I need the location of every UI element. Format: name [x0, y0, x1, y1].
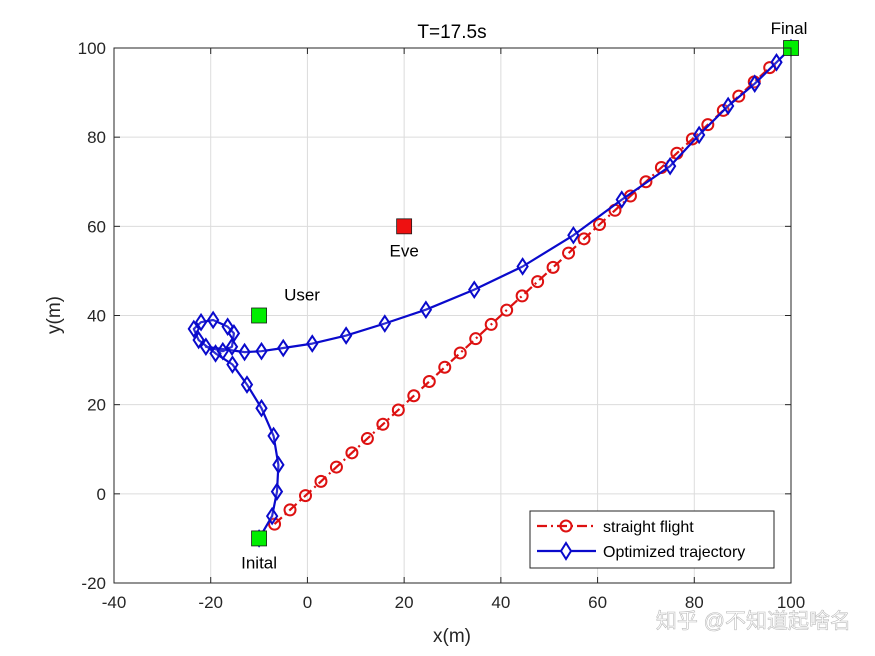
data-point-optimized — [255, 398, 268, 418]
data-point-optimized — [721, 96, 735, 116]
data-point-optimized — [468, 280, 481, 299]
data-point-straight — [562, 246, 576, 260]
data-point-straight — [531, 275, 545, 289]
x-tick-label: 40 — [491, 593, 510, 612]
y-tick-label: 80 — [87, 128, 106, 147]
data-point-straight — [639, 175, 653, 189]
data-point-optimized — [199, 337, 213, 357]
data-point-straight — [546, 260, 560, 274]
data-point-straight — [283, 503, 297, 517]
data-point-straight — [438, 360, 452, 374]
data-point-optimized — [206, 310, 220, 330]
y-axis-label: y(m) — [44, 296, 65, 334]
data-point-optimized — [187, 319, 200, 339]
data-point-straight — [593, 218, 607, 232]
series-line-0 — [273, 66, 771, 525]
data-point-straight — [422, 374, 436, 388]
data-point-straight — [732, 89, 746, 103]
data-point-optimized — [663, 156, 677, 176]
data-point-optimized — [255, 341, 268, 361]
legend-marker-optimized — [559, 541, 573, 561]
data-point-straight — [329, 460, 343, 474]
data-point-optimized — [267, 426, 280, 446]
data-point-straight — [376, 417, 390, 431]
data-point-optimized — [265, 506, 279, 526]
point-label-eve: Eve — [389, 241, 418, 260]
x-tick-label: 100 — [777, 593, 805, 612]
data-point-straight — [500, 303, 514, 317]
data-point-optimized — [378, 314, 392, 333]
legend-box — [529, 510, 775, 569]
data-point-straight — [453, 346, 467, 360]
data-point-optimized — [240, 375, 254, 394]
x-tick-label: 0 — [303, 593, 312, 612]
x-tick-label: 20 — [395, 593, 414, 612]
legend-label-straight: straight flight — [603, 519, 694, 536]
x-axis-label: x(m) — [433, 626, 471, 647]
point-label-inital: Inital — [241, 553, 277, 572]
point-label-final: Final — [771, 19, 808, 38]
legend-marker-straight — [559, 519, 573, 533]
data-point-straight — [391, 403, 405, 417]
point-marker-user — [251, 307, 267, 324]
data-point-optimized — [216, 341, 230, 361]
data-point-optimized — [615, 190, 628, 209]
data-point-optimized — [238, 342, 251, 362]
data-point-optimized — [225, 337, 239, 357]
chart-title: T=17.5s — [417, 22, 486, 43]
legend-label-optimized: Optimized trajectory — [603, 544, 745, 561]
x-tick-label: 80 — [685, 593, 704, 612]
point-label-user: User — [284, 286, 320, 305]
data-point-straight — [484, 317, 498, 331]
points-layer: Inital User Eve Final — [241, 19, 807, 572]
data-point-straight — [577, 232, 591, 246]
data-point-straight — [360, 432, 374, 446]
data-point-optimized — [226, 355, 239, 374]
x-tick-label: -40 — [102, 593, 127, 612]
data-point-straight — [407, 389, 421, 403]
point-marker-eve — [396, 218, 413, 235]
data-point-optimized — [270, 482, 284, 501]
data-point-optimized — [692, 125, 706, 145]
y-tick-label: 100 — [78, 39, 106, 58]
data-point-straight — [314, 474, 328, 488]
data-point-optimized — [567, 225, 580, 245]
data-point-optimized — [306, 334, 319, 353]
series-line-1 — [192, 47, 792, 539]
data-point-straight — [701, 118, 715, 132]
data-point-optimized — [419, 300, 433, 320]
y-tick-label: -20 — [81, 574, 106, 593]
x-tick-label: -20 — [198, 593, 223, 612]
data-point-optimized — [748, 74, 761, 93]
watermark: 知乎 @不知道起啥名 — [656, 610, 851, 633]
y-tick-label: 20 — [87, 396, 106, 415]
legend: straight flight Optimized trajectory — [529, 510, 775, 569]
data-point-optimized — [194, 312, 208, 332]
x-tick-label: 60 — [588, 593, 607, 612]
point-marker-inital — [251, 530, 267, 547]
series-layer — [187, 38, 798, 548]
data-point-optimized — [192, 330, 205, 350]
y-tick-label: 40 — [87, 307, 106, 326]
y-tick-label: 0 — [97, 485, 106, 504]
data-point-straight — [345, 446, 359, 460]
y-tick-label: 60 — [87, 217, 106, 236]
data-point-optimized — [516, 257, 529, 276]
data-point-optimized — [272, 455, 285, 475]
data-point-optimized — [770, 52, 783, 72]
data-point-straight — [515, 289, 529, 303]
data-point-straight — [298, 489, 312, 503]
data-point-optimized — [277, 338, 290, 358]
data-point-straight — [469, 332, 483, 346]
data-point-optimized — [339, 326, 353, 345]
